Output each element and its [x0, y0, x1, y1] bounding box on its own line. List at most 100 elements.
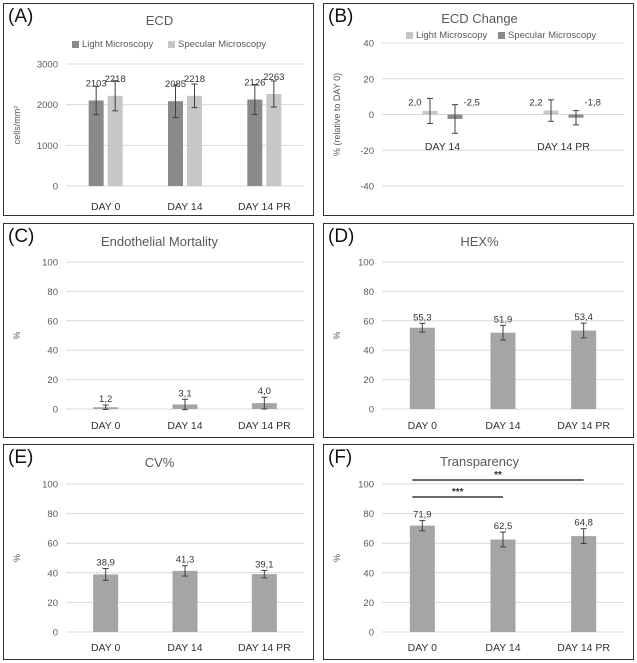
category-label: DAY 14 PR [238, 201, 291, 213]
bar [93, 574, 119, 632]
cv-chart-panel: (E) CV% 0 20 40 60 80 100% DAY 0 38,9 DAY 14 41,3 D… [3, 444, 314, 660]
data-label: 55,3 [413, 312, 432, 323]
y-tick-label: -20 [360, 146, 374, 157]
y-tick-label: 100 [42, 258, 58, 269]
bar [490, 539, 516, 632]
data-label: 39,1 [255, 559, 274, 570]
y-tick-label: 80 [47, 509, 58, 520]
y-tick-label: 60 [47, 316, 58, 327]
y-tick-label: 60 [363, 539, 374, 550]
transparency-chart: Transparency 0 20 40 60 80 100% DAY 0 71,9 DAY 14… [332, 454, 624, 654]
bar [409, 525, 435, 632]
category-label: DAY 14 PR [557, 420, 610, 432]
legend-swatch [72, 41, 79, 48]
category-label: DAY 0 [91, 420, 121, 432]
y-tick-label: 20 [363, 375, 374, 386]
category-label: DAY 14 PR [238, 420, 291, 432]
y-axis-label: % [332, 554, 342, 562]
category-label: DAY 14 PR [537, 141, 590, 153]
legend-label: Specular Microscopy [508, 30, 596, 41]
y-tick-label: 100 [358, 480, 374, 491]
category-label: DAY 14 [425, 141, 460, 153]
chart-title: ECD [146, 13, 173, 28]
data-label: 2,0 [408, 98, 421, 109]
bar [409, 327, 435, 409]
y-tick-label: 0 [53, 182, 58, 193]
y-tick-label: 60 [47, 539, 58, 550]
data-label: 2126 [244, 78, 265, 89]
ecd-change-chart: ECD Change -40 -20 0 20 40 % (relative to DAY … [332, 11, 624, 193]
y-tick-label: 100 [42, 480, 58, 491]
category-label: DAY 14 [167, 642, 202, 654]
y-tick-label: 40 [47, 346, 58, 357]
data-label: 2263 [263, 72, 284, 83]
legend-swatch [168, 41, 175, 48]
panel-label: (A) [8, 6, 34, 27]
panel-label: (C) [8, 226, 35, 247]
bar [187, 95, 202, 186]
bar [107, 95, 123, 186]
y-tick-label: 40 [47, 568, 58, 579]
y-tick-label: 0 [53, 628, 58, 639]
y-tick-label: 80 [363, 509, 374, 520]
data-label: 2218 [105, 74, 126, 85]
data-label: -1,8 [585, 98, 601, 109]
bar [266, 93, 282, 186]
data-label: 53,4 [574, 312, 593, 323]
significance-label: ** [494, 470, 502, 481]
endothelial-mortality-chart-panel: (C) Endothelial Mortality 0 20 40 60 80 100% DA… [3, 223, 314, 438]
bar [251, 574, 277, 632]
y-tick-label: 80 [47, 287, 58, 298]
bar [168, 101, 183, 186]
category-label: DAY 14 PR [557, 642, 610, 654]
y-tick-label: 0 [369, 110, 374, 121]
y-tick-label: 60 [363, 316, 374, 327]
y-tick-label: 20 [363, 74, 374, 85]
data-label: 51,9 [494, 314, 513, 325]
data-label: 71,9 [413, 509, 432, 520]
data-label: 41,3 [176, 555, 195, 566]
bar [571, 536, 597, 632]
legend-label: Light Microscopy [82, 39, 154, 50]
y-axis-label: % [12, 331, 22, 339]
y-tick-label: 0 [369, 405, 374, 416]
bar [571, 330, 597, 409]
hex-chart: HEX% 0 20 40 60 80 100% DAY 0 55,3 DAY 14 51,9 DAY … [332, 234, 624, 432]
data-label: 64,8 [574, 518, 593, 529]
category-label: DAY 14 [485, 420, 520, 432]
category-label: DAY 0 [91, 642, 121, 654]
data-label: 38,9 [96, 558, 115, 569]
y-tick-label: 40 [363, 568, 374, 579]
y-tick-label: 100 [358, 258, 374, 269]
category-label: DAY 0 [408, 642, 438, 654]
significance-label: *** [452, 487, 464, 498]
data-label: 1,2 [99, 394, 112, 405]
panel-label: (B) [328, 6, 354, 27]
bar [490, 332, 516, 409]
legend-label: Light Microscopy [416, 30, 488, 41]
y-axis-label: % (relative to DAY 0) [332, 73, 342, 156]
cv-chart: CV% 0 20 40 60 80 100% DAY 0 38,9 DAY 14 41,3 DAY 1… [12, 455, 304, 654]
category-label: DAY 14 PR [238, 642, 291, 654]
chart-title: CV% [145, 455, 175, 470]
panel-label: (F) [328, 447, 353, 468]
category-label: DAY 14 [485, 642, 520, 654]
data-label: 2085 [165, 79, 186, 90]
legend-swatch [498, 32, 505, 39]
y-tick-label: 0 [53, 405, 58, 416]
y-tick-label: 80 [363, 287, 374, 298]
chart-title: Transparency [440, 454, 519, 469]
bar [247, 99, 263, 186]
data-label: 62,5 [494, 521, 513, 532]
y-axis-label: % [332, 331, 342, 339]
data-label: 4,0 [258, 386, 271, 397]
y-tick-label: 40 [363, 346, 374, 357]
data-label: 2103 [86, 78, 107, 89]
category-label: DAY 0 [408, 420, 438, 432]
endothelial-mortality-chart: Endothelial Mortality 0 20 40 60 80 100% DAY 0 1… [12, 234, 304, 432]
y-tick-label: 40 [363, 39, 374, 50]
y-axis-label: % [12, 554, 22, 562]
y-tick-label: 20 [47, 598, 58, 609]
data-label: 3,1 [178, 388, 191, 399]
